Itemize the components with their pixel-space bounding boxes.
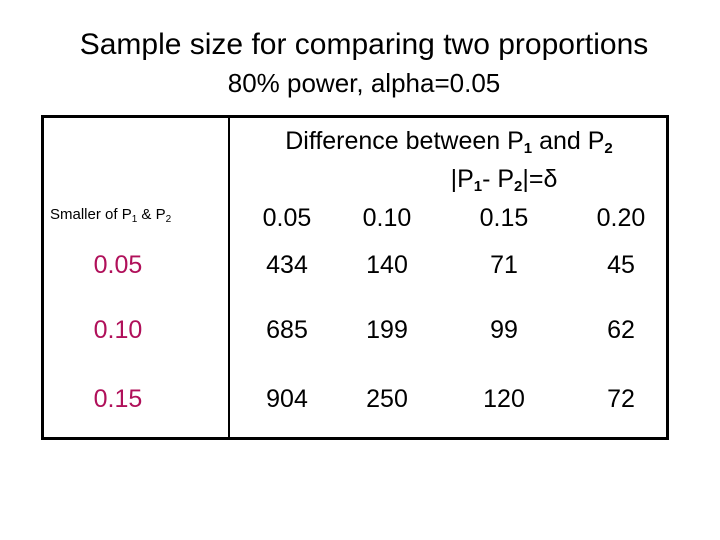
- table-cell: 904: [266, 385, 308, 413]
- row-label: 0.15: [93, 385, 143, 413]
- column-header: 0.05: [262, 204, 312, 232]
- table-cell: 199: [366, 316, 408, 344]
- table-cell: 250: [366, 385, 408, 413]
- table-cell: 99: [490, 316, 518, 344]
- row-label: 0.05: [93, 251, 143, 279]
- column-group-header: Difference between P1 and P2 |P1- P2|=δ: [234, 122, 664, 198]
- row-header-label: Smaller of P1 & P2: [50, 206, 172, 225]
- column-header: 0.20: [596, 204, 646, 232]
- column-header: 0.10: [362, 204, 412, 232]
- table-cell: 62: [607, 316, 635, 344]
- sample-size-table: Difference between P1 and P2 |P1- P2|=δ …: [41, 115, 669, 440]
- table-cell: 45: [607, 251, 635, 279]
- table-cell: 120: [483, 385, 525, 413]
- header-line-1: Difference between P1 and P2: [285, 127, 613, 157]
- table-cell: 434: [266, 251, 308, 279]
- table-cell: 71: [490, 251, 518, 279]
- column-header: 0.15: [479, 204, 529, 232]
- column-divider: [228, 118, 230, 437]
- page-subtitle: 80% power, alpha=0.05: [227, 68, 501, 98]
- page-title: Sample size for comparing two proportion…: [79, 28, 649, 61]
- header-line-2: |P1- P2|=δ: [450, 165, 558, 195]
- table-cell: 685: [266, 316, 308, 344]
- table-cell: 140: [366, 251, 408, 279]
- table-cell: 72: [607, 385, 635, 413]
- row-label: 0.10: [93, 316, 143, 344]
